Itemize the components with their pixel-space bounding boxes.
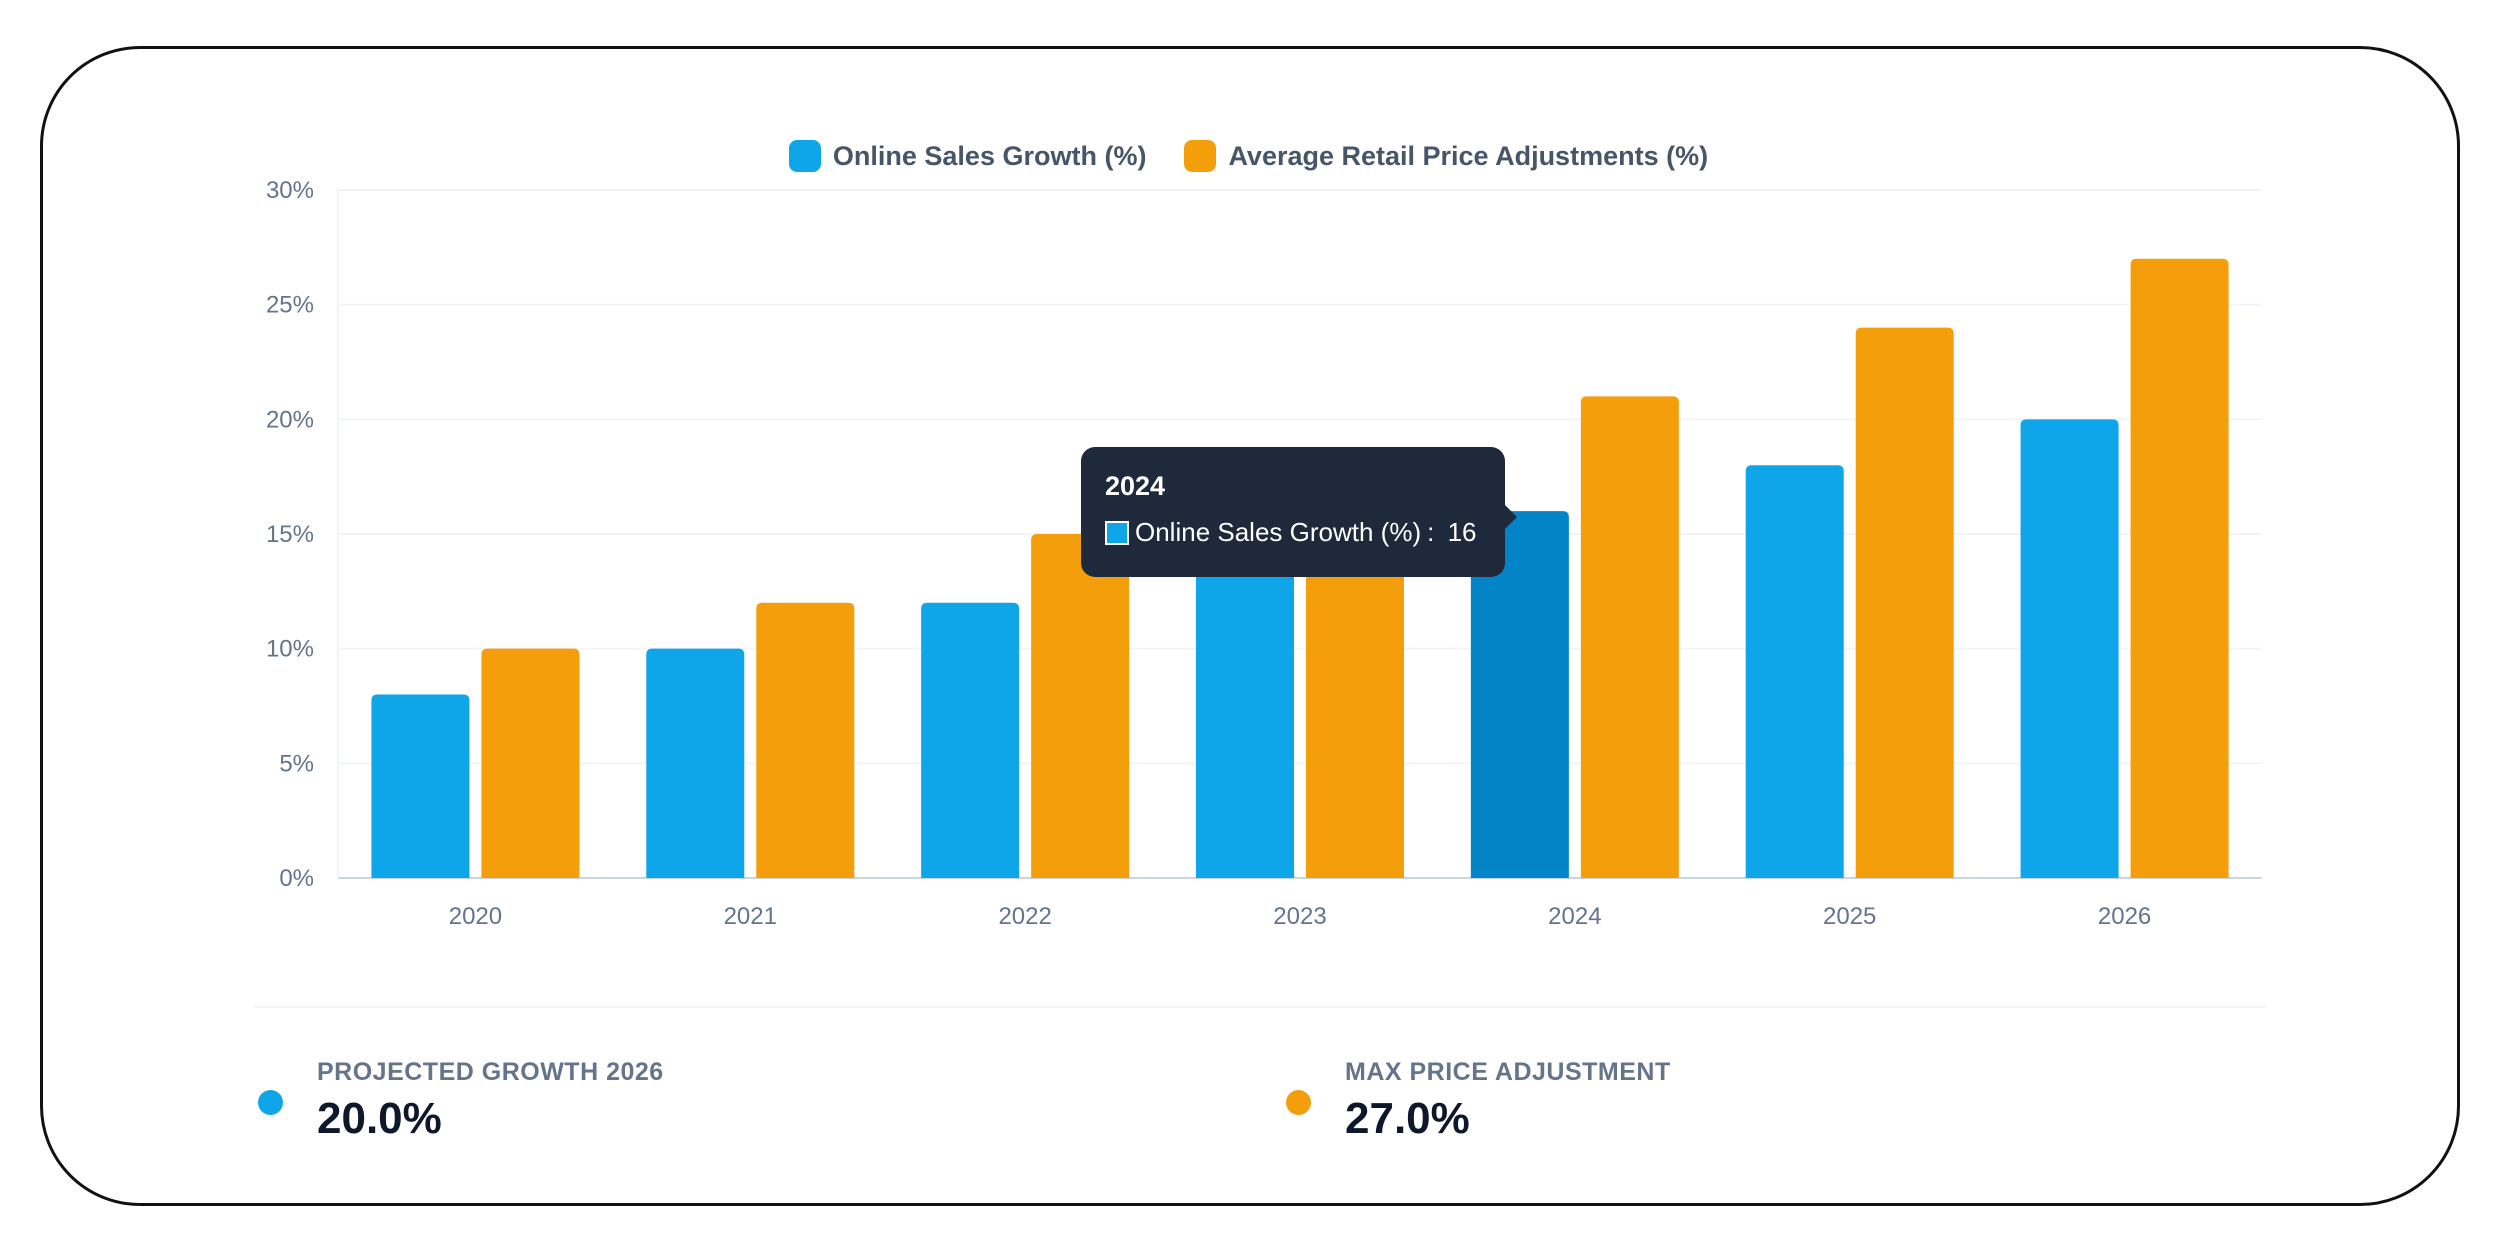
bar-online-sales-growth <box>2020 419 2119 878</box>
y-tick-label: 15% <box>266 521 314 548</box>
tooltip-value: 16 <box>1447 517 1477 547</box>
stat-label-projected-growth: PROJECTED GROWTH 2026 <box>317 1058 664 1086</box>
bar-online-sales-growth <box>1196 556 1294 878</box>
bar-price-adjustment <box>2130 258 2229 878</box>
bar-price-adjustment <box>756 602 855 878</box>
bar-price-adjustment <box>1855 327 1954 879</box>
y-tick-label: 0% <box>279 865 314 892</box>
stat-dot-projected-growth <box>258 1090 283 1115</box>
legend-swatch-online-sales <box>788 140 821 172</box>
stat-value-projected-growth: 20.0% <box>317 1094 442 1143</box>
bar-price-adjustment <box>481 648 580 878</box>
x-tick-label: 2020 <box>449 903 502 930</box>
x-tick-label: 2023 <box>1273 903 1326 930</box>
y-tick-label: 20% <box>266 406 314 433</box>
stat-value-max-price-adjustment: 27.0% <box>1345 1094 1470 1143</box>
y-tick-label: 5% <box>279 750 314 777</box>
x-tick-label: 2024 <box>1548 903 1601 930</box>
tooltip-separator: : <box>1427 517 1442 547</box>
y-tick-label: 10% <box>266 636 314 663</box>
bar-price-adjustment <box>1031 534 1130 878</box>
tooltip-row: Online Sales Growth (%): 16 <box>1105 517 1476 548</box>
tooltip-title: 2024 <box>1105 471 1166 501</box>
legend-item-online-sales[interactable]: Online Sales Growth (%) <box>788 140 1147 172</box>
section-divider <box>254 1006 2266 1008</box>
x-tick-label: 2022 <box>998 903 1051 930</box>
legend-item-price-adjustments[interactable]: Average Retail Price Adjustments (%) <box>1184 140 1708 172</box>
bar-online-sales-growth <box>371 694 470 878</box>
bar-online-sales-growth <box>646 648 745 878</box>
legend-swatch-price-adjustments <box>1184 140 1217 172</box>
bar-chart: 0%5%10%15%20%25%30%2020 2021 2022 2023 2024 2… <box>266 177 2262 930</box>
x-tick-label: 2021 <box>724 903 777 930</box>
legend-label-online-sales: Online Sales Growth (%) <box>832 140 1147 171</box>
bar-price-adjustment <box>1306 534 1404 878</box>
y-tick-label: 25% <box>266 292 314 319</box>
bar-online-sales-growth <box>1470 511 1569 878</box>
legend-label-price-adjustments: Average Retail Price Adjustments (%) <box>1228 140 1709 171</box>
chart-tooltip: 2024 Online Sales Growth (%): 16 <box>1081 447 1517 577</box>
bar-price-adjustment <box>1580 396 1679 878</box>
tooltip-series-label: Online Sales Growth (%) <box>1135 517 1422 547</box>
chart-legend: Online Sales Growth (%) Average Retail P… <box>0 136 2497 176</box>
stat-dot-max-price-adjustment <box>1286 1090 1311 1115</box>
bar-online-sales-growth <box>1745 465 1844 878</box>
bar-online-sales-growth <box>921 602 1020 878</box>
stat-label-max-price-adjustment: MAX PRICE ADJUSTMENT <box>1345 1058 1671 1086</box>
x-tick-label: 2026 <box>2098 903 2151 930</box>
tooltip-swatch <box>1105 520 1129 545</box>
y-tick-label: 30% <box>266 177 314 204</box>
x-tick-label: 2025 <box>1823 903 1876 930</box>
